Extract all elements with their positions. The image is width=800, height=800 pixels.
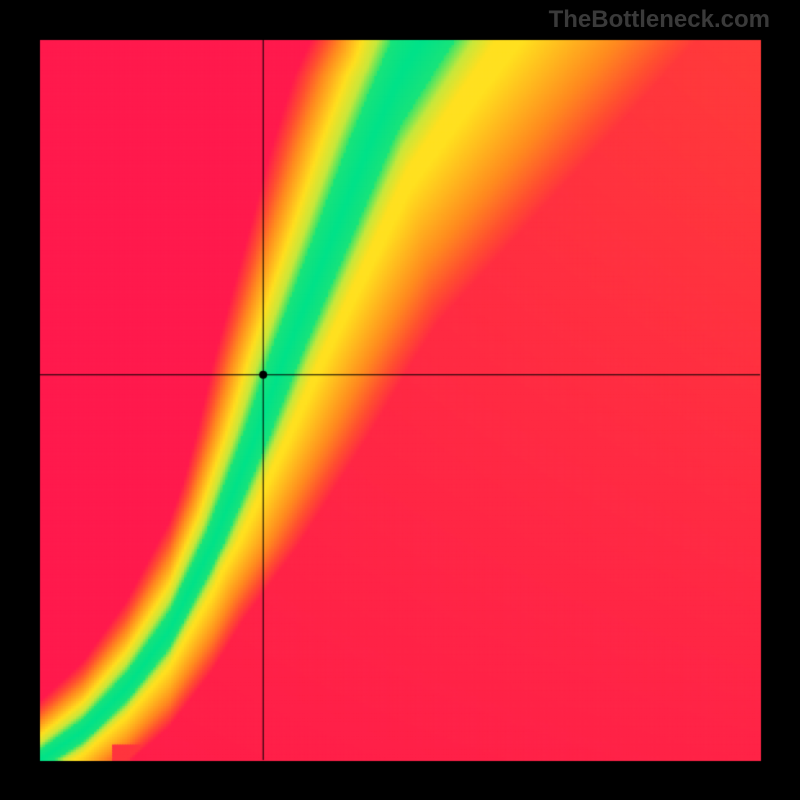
- chart-container: TheBottleneck.com: [0, 0, 800, 800]
- bottleneck-heatmap: [0, 0, 800, 800]
- watermark-text: TheBottleneck.com: [549, 6, 770, 34]
